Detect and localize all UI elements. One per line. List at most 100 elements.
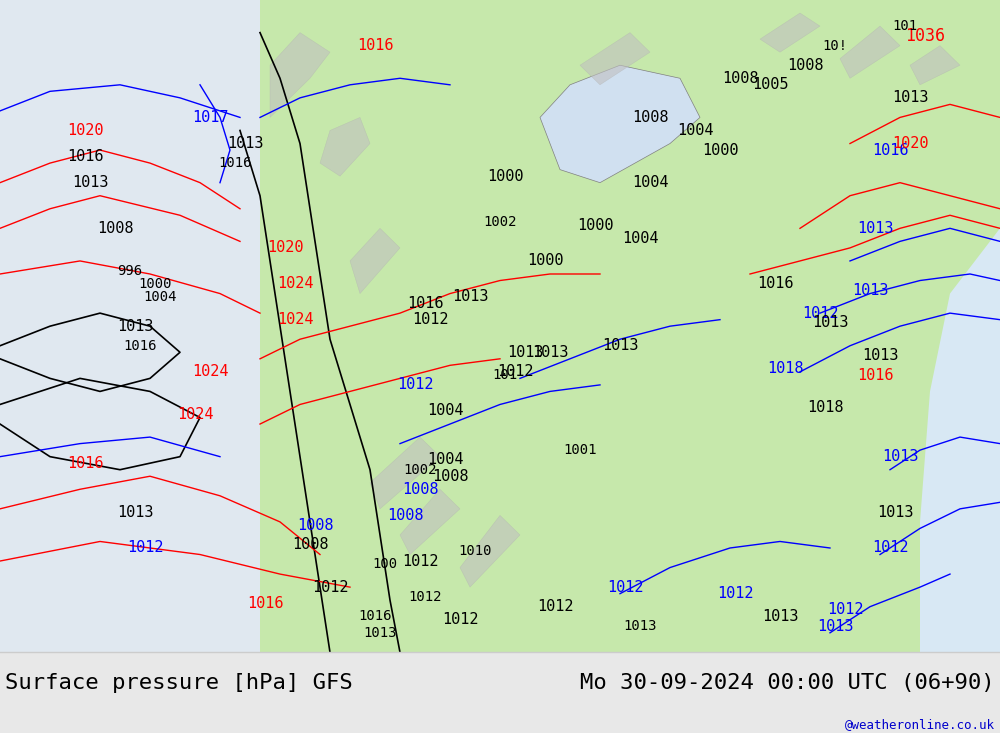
Text: 1016: 1016 [67,456,103,471]
Text: 1024: 1024 [192,364,228,380]
Text: 101: 101 [492,368,518,382]
Polygon shape [540,65,700,183]
Text: 1008: 1008 [787,58,823,73]
Text: 1010: 1010 [458,545,492,559]
Polygon shape [350,229,400,293]
Text: 1018: 1018 [807,400,843,415]
Text: 1012: 1012 [412,312,448,327]
Polygon shape [760,13,820,52]
Text: 1008: 1008 [722,71,758,86]
Text: Mo 30-09-2024 00:00 UTC (06+90): Mo 30-09-2024 00:00 UTC (06+90) [580,673,995,693]
Text: 1016: 1016 [218,156,252,170]
Text: 1016: 1016 [247,596,283,611]
Text: 1008: 1008 [387,508,423,523]
Text: Surface pressure [hPa] GFS: Surface pressure [hPa] GFS [5,673,353,693]
Polygon shape [840,26,900,78]
Polygon shape [370,437,440,509]
Text: 1024: 1024 [177,407,213,421]
Text: 1013: 1013 [812,315,848,331]
Text: 1018: 1018 [767,361,803,376]
Text: 1013: 1013 [857,221,893,236]
Text: 1012: 1012 [312,580,348,594]
Text: 1013: 1013 [762,609,798,624]
Text: 1005: 1005 [752,77,788,92]
Text: 1000: 1000 [527,254,563,268]
Text: 1016: 1016 [358,610,392,624]
Text: 1004: 1004 [143,290,177,303]
Text: @weatheronline.co.uk: @weatheronline.co.uk [845,718,995,732]
Text: 1013: 1013 [532,345,568,360]
FancyBboxPatch shape [0,652,1000,733]
Text: 1016: 1016 [123,339,157,353]
Text: 1016: 1016 [757,276,793,291]
Text: 1013: 1013 [882,449,918,464]
Text: 1013: 1013 [602,338,638,353]
Text: 1012: 1012 [827,603,863,617]
Text: 1012: 1012 [537,599,573,614]
Text: 1000: 1000 [487,169,523,184]
Text: 1008: 1008 [432,468,468,484]
Text: 1002: 1002 [483,215,517,229]
Text: 1024: 1024 [277,312,313,327]
Polygon shape [460,515,520,587]
Polygon shape [0,0,260,652]
Text: 1016: 1016 [857,368,893,383]
Text: 1013: 1013 [72,175,108,190]
Text: 1013: 1013 [862,348,898,363]
Text: 1020: 1020 [892,136,928,151]
Text: 1013: 1013 [452,290,488,304]
Text: 1012: 1012 [497,364,533,380]
Text: 1013: 1013 [363,626,397,640]
Text: 1013: 1013 [227,136,263,151]
Text: 1012: 1012 [408,590,442,604]
Text: 1020: 1020 [267,240,303,255]
Text: 1008: 1008 [402,482,438,497]
Text: 101: 101 [892,19,918,33]
Text: 1012: 1012 [872,540,908,556]
Text: 1012: 1012 [402,553,438,569]
Text: 1016: 1016 [357,38,393,54]
Text: 1017: 1017 [192,110,228,125]
Text: 1016: 1016 [67,149,103,164]
Text: 1013: 1013 [117,319,153,334]
Text: 10!: 10! [822,39,848,53]
Text: 996: 996 [117,264,143,278]
Text: 1000: 1000 [138,277,172,291]
Text: 1020: 1020 [67,123,103,138]
Text: 1000: 1000 [577,218,613,232]
Text: 1013: 1013 [852,283,888,298]
Text: 1013: 1013 [623,619,657,633]
Polygon shape [320,117,370,176]
Text: 1004: 1004 [622,231,658,246]
Polygon shape [0,0,1000,652]
Text: 1002: 1002 [403,463,437,476]
Text: 1012: 1012 [127,540,163,556]
Polygon shape [580,33,650,85]
Text: 1004: 1004 [632,175,668,190]
Text: 1012: 1012 [607,580,643,594]
Polygon shape [260,0,1000,652]
Text: 1001: 1001 [563,443,597,457]
Text: 1013: 1013 [877,504,913,520]
Text: 1012: 1012 [717,586,753,601]
Text: 1008: 1008 [297,517,333,533]
Text: 1008: 1008 [632,110,668,125]
Text: 1012: 1012 [442,612,478,627]
Text: 1024: 1024 [277,276,313,291]
Polygon shape [400,490,460,554]
Text: 1013: 1013 [117,504,153,520]
Text: 1013: 1013 [507,345,543,360]
Text: 1004: 1004 [427,452,463,468]
Text: 1012: 1012 [802,306,838,320]
Text: 1004: 1004 [427,403,463,419]
Text: 1000: 1000 [702,142,738,158]
Text: 1012: 1012 [397,377,433,392]
Text: 1013: 1013 [892,90,928,106]
Text: 1036: 1036 [905,27,945,45]
Text: 100: 100 [372,557,398,571]
Text: 1008: 1008 [292,537,328,552]
Polygon shape [270,33,330,117]
Polygon shape [920,229,1000,652]
Text: 1008: 1008 [97,221,133,236]
Polygon shape [910,45,960,85]
